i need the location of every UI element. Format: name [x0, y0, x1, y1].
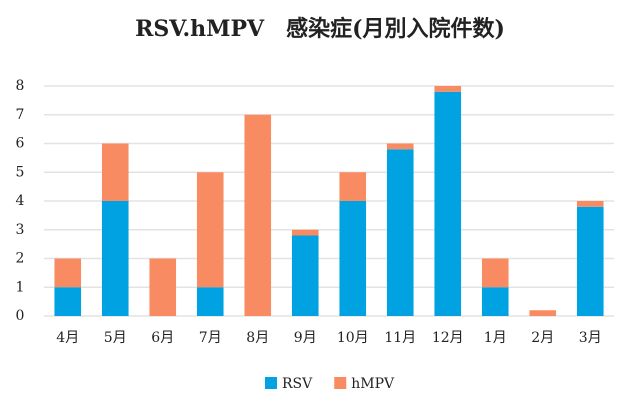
bar-segment	[576, 206, 604, 316]
bar-segment	[576, 201, 604, 207]
bar-segment	[481, 287, 509, 316]
x-tick-label: 8月	[246, 330, 269, 346]
bar-segment	[386, 149, 414, 316]
legend-label: RSV	[282, 376, 313, 392]
y-tick-label: 0	[16, 308, 25, 324]
bar-segment	[434, 91, 462, 316]
x-tick-label: 9月	[294, 330, 317, 346]
x-tick-label: 3月	[579, 330, 602, 346]
bar-segment	[149, 258, 177, 316]
bar-segment	[529, 310, 557, 316]
legend-swatch	[334, 377, 347, 389]
x-tick-label: 5月	[104, 330, 127, 346]
y-tick-label: 7	[16, 107, 25, 123]
y-tick-label: 6	[16, 136, 25, 152]
bar-segment	[54, 287, 82, 316]
bar-segment	[101, 201, 129, 316]
x-tick-label: 6月	[151, 330, 174, 346]
bar-segment	[339, 201, 367, 316]
bar-segment	[386, 143, 414, 150]
x-tick-label: 10月	[337, 330, 369, 346]
bar-segment	[291, 235, 319, 316]
x-tick-label: 11月	[384, 330, 416, 346]
y-tick-label: 4	[16, 193, 25, 209]
x-tick-label: 12月	[432, 330, 464, 346]
bar-segment	[434, 86, 462, 92]
legend-swatch	[265, 377, 277, 389]
y-tick-label: 8	[16, 78, 25, 94]
bar-segment	[101, 143, 129, 201]
x-tick-label: 4月	[56, 330, 79, 346]
y-tick-label: 3	[16, 222, 25, 238]
y-tick-label: 5	[16, 164, 25, 180]
y-tick-label: 2	[16, 251, 25, 267]
bar-segment	[291, 229, 319, 236]
y-tick-label: 1	[16, 279, 25, 295]
bar-segment	[339, 172, 367, 201]
x-tick-label: 2月	[531, 330, 554, 346]
x-tick-label: 7月	[199, 330, 222, 346]
bar-segment	[196, 287, 224, 316]
bar-segment	[244, 114, 272, 316]
bar-segment	[481, 258, 509, 288]
bar-segment	[54, 258, 82, 288]
legend-label: hMPV	[351, 376, 395, 392]
chart-title: RSV.hMPV 感染症(月別入院件数)	[135, 16, 505, 42]
bar-segment	[196, 172, 224, 288]
x-tick-label: 1月	[484, 330, 507, 346]
